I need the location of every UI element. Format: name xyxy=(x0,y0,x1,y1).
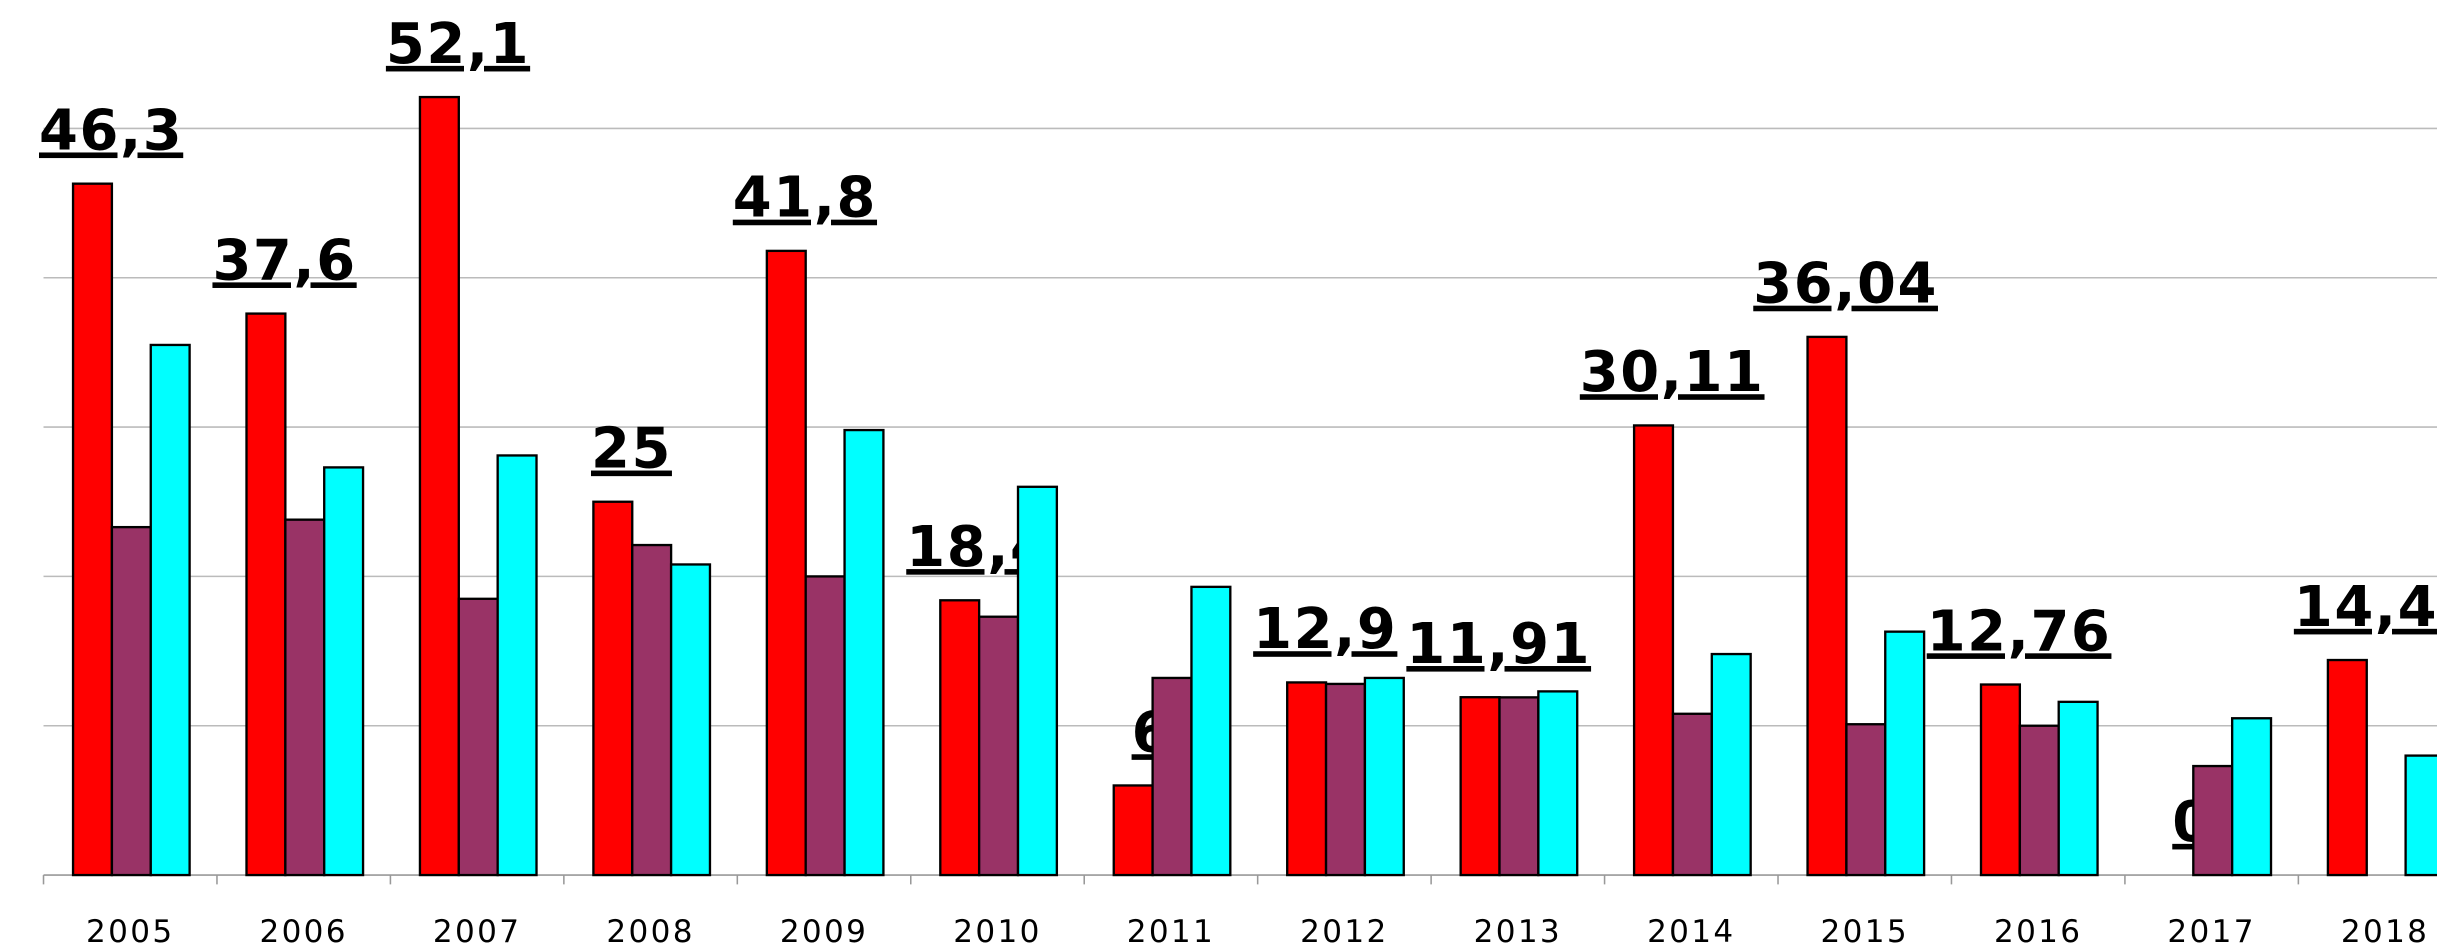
bar xyxy=(245,312,287,877)
data-label: 46,3 xyxy=(39,98,183,163)
bar xyxy=(1286,681,1328,877)
x-tick-label: 2011 xyxy=(1127,914,1215,945)
bar xyxy=(71,182,114,877)
data-label: 12,9 xyxy=(1253,597,1397,662)
data-label: 25 xyxy=(591,417,672,482)
bar xyxy=(1806,335,1848,877)
x-tick-label: 2009 xyxy=(780,914,868,945)
bar xyxy=(1112,784,1154,877)
x-tick-label: 2008 xyxy=(606,914,694,945)
x-tick-label: 2013 xyxy=(1474,914,1562,945)
bar xyxy=(631,543,673,877)
bar xyxy=(496,454,538,877)
bar xyxy=(418,95,460,877)
bar xyxy=(1537,690,1579,877)
bar xyxy=(1979,683,2022,877)
bar xyxy=(457,597,499,877)
bar xyxy=(2057,700,2099,877)
bar xyxy=(2192,764,2234,877)
bar xyxy=(592,500,634,877)
x-tick-label: 2006 xyxy=(259,914,347,945)
x-tick-label: 2018 xyxy=(2341,914,2429,945)
x-tick-label: 2017 xyxy=(2167,914,2255,945)
bar xyxy=(149,343,191,877)
bar xyxy=(110,525,152,877)
bar xyxy=(2326,658,2368,877)
x-tick-label: 2007 xyxy=(433,914,521,945)
data-label: 41,8 xyxy=(733,166,877,231)
bar xyxy=(2230,717,2273,877)
bar xyxy=(804,575,846,877)
bar xyxy=(1459,696,1501,877)
x-tick-label: 2012 xyxy=(1300,914,1388,945)
bar xyxy=(2404,754,2437,877)
x-tick-label: 2016 xyxy=(1994,914,2082,945)
data-label: 37,6 xyxy=(212,228,356,293)
data-label: 14,4 xyxy=(2294,575,2437,640)
bar xyxy=(1151,676,1193,877)
bar xyxy=(284,518,326,877)
data-label: 11,91 xyxy=(1406,612,1591,677)
data-label: 12,76 xyxy=(1927,599,2112,664)
bar xyxy=(765,249,807,877)
bar xyxy=(977,615,1020,877)
bar xyxy=(1363,676,1405,877)
data-label: 52,1 xyxy=(386,12,530,77)
bar xyxy=(1632,424,1675,877)
bar xyxy=(843,428,885,877)
bar xyxy=(669,563,712,877)
bar xyxy=(323,466,365,877)
bar xyxy=(1016,485,1059,877)
x-tick-label: 2014 xyxy=(1647,914,1735,945)
bar xyxy=(1884,630,1926,877)
bar xyxy=(2018,724,2060,877)
bar xyxy=(1845,723,1887,877)
x-tick-label: 2015 xyxy=(1821,914,1909,945)
bar xyxy=(1498,696,1540,877)
data-label: 36,04 xyxy=(1753,252,1938,317)
bar xyxy=(1190,585,1232,877)
bar xyxy=(1710,652,1752,877)
x-tick-label: 2010 xyxy=(953,914,1041,945)
bar xyxy=(939,599,981,877)
bar xyxy=(1671,712,1713,877)
bar xyxy=(1324,682,1367,877)
data-label: 30,11 xyxy=(1580,340,1765,405)
x-tick-label: 2005 xyxy=(86,914,174,945)
